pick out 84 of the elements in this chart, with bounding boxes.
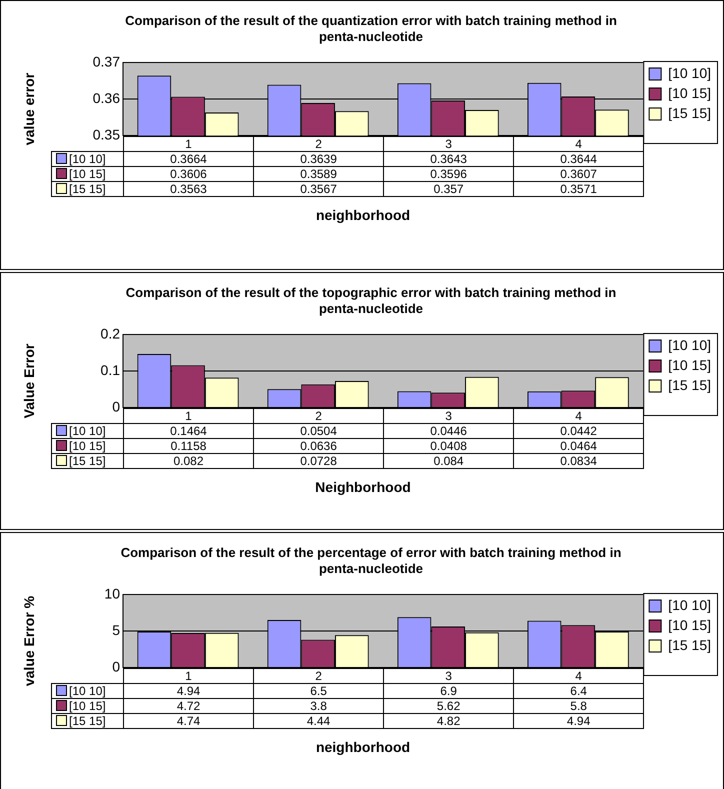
data-label: 0.0728 <box>254 453 384 468</box>
data-label: 0.3606 <box>124 166 254 182</box>
data-label: 0.3563 <box>124 181 254 196</box>
y-tick-label: 0.36 <box>92 90 120 106</box>
data-label: 0.0464 <box>514 438 644 454</box>
x-axis-title: neighborhood <box>314 206 412 223</box>
chart-title: Comparison of the result of the percentage of error with batch training method in penta-nucleotide <box>120 545 622 577</box>
data-label: 0.0834 <box>514 453 644 468</box>
y-tick-label: 0.37 <box>92 53 120 70</box>
chart-title: Comparison of the result of the quantization error with batch training method in penta-nucleotide <box>124 13 618 45</box>
legend-label: [10 10] <box>69 152 106 166</box>
data-label: 0.3639 <box>254 151 384 166</box>
data-label: 0.0408 <box>384 438 514 454</box>
y-tick-label: 0.35 <box>92 126 120 142</box>
x-tick-label: 3 <box>384 408 514 424</box>
y-tick-label: 5 <box>112 622 120 638</box>
data-label: 6.4 <box>514 683 644 698</box>
text: [15 15] <box>69 714 106 728</box>
text: [10 15] <box>668 356 712 373</box>
data-label: 4.72 <box>124 698 254 714</box>
data-label: 0.357 <box>384 181 514 196</box>
data-label: 0.3596 <box>384 166 514 182</box>
legend-label: [10 15] <box>69 698 106 713</box>
data-label: 5.62 <box>384 698 514 714</box>
data-label: 0.3607 <box>514 166 644 182</box>
y-tick-label: 0.2 <box>100 325 120 342</box>
text: [10 10] <box>668 336 712 353</box>
data-label: 0.3571 <box>514 181 644 196</box>
y-axis-title: value error <box>21 72 37 148</box>
x-tick-label: 2 <box>254 408 384 424</box>
data-label: 4.94 <box>514 713 644 728</box>
legend-label: [15 15] <box>668 376 712 393</box>
data-label: 4.74 <box>124 713 254 728</box>
data-label: 0.3643 <box>384 151 514 166</box>
data-label: 6.9 <box>384 683 514 698</box>
data-label: 4.94 <box>124 683 254 698</box>
data-label: 0.3589 <box>254 166 384 182</box>
legend-label: [10 15] <box>69 166 106 181</box>
x-axis-title: Neighborhood <box>314 478 412 495</box>
x-tick-label: 3 <box>384 668 514 684</box>
x-tick-label: 2 <box>254 136 384 152</box>
x-tick-label: 4 <box>514 408 644 424</box>
x-tick-label: 1 <box>124 668 254 684</box>
legend-label: [10 15] <box>69 438 106 453</box>
data-label: 0.3567 <box>254 181 384 196</box>
data-label: 0.082 <box>124 453 254 468</box>
data-label: 0.1158 <box>124 438 254 454</box>
chart-title: Comparison of the result of the topographic error with batch training method in penta-nucleotide <box>124 285 618 317</box>
data-label: 5.8 <box>514 698 644 714</box>
data-label: 0.0504 <box>254 423 384 438</box>
x-tick-label: 1 <box>124 408 254 424</box>
text: [10 10] <box>668 596 712 613</box>
data-label: 0.1464 <box>124 423 254 438</box>
text: [15 15] <box>69 182 106 196</box>
x-tick-label: 4 <box>514 668 644 684</box>
data-label: 0.3664 <box>124 151 254 166</box>
data-label: 0.0442 <box>514 423 644 438</box>
x-tick-label: 1 <box>124 136 254 152</box>
legend-label: [15 15] <box>668 636 712 653</box>
legend-label: [10 10] <box>69 684 106 698</box>
y-axis-title: value Error % <box>21 594 37 688</box>
data-label: 6.5 <box>254 683 384 698</box>
y-tick-label: 0 <box>112 398 120 414</box>
data-label: 4.82 <box>384 713 514 728</box>
text: [15 15] <box>69 454 106 468</box>
y-axis-title: Value Error <box>21 342 37 420</box>
x-tick-label: 2 <box>254 668 384 684</box>
y-tick-label: 0 <box>112 658 120 674</box>
legend-label: [15 15] <box>668 104 712 121</box>
data-label: 0.084 <box>384 453 514 468</box>
data-label: 0.0636 <box>254 438 384 454</box>
text: [10 15] <box>668 616 712 633</box>
y-tick-label: 10 <box>104 585 120 602</box>
legend-label: [10 10] <box>69 424 106 438</box>
y-tick-label: 0.1 <box>100 362 120 378</box>
x-tick-label: 3 <box>384 136 514 152</box>
data-label: 4.44 <box>254 713 384 728</box>
x-axis-title: neighborhood <box>314 738 412 755</box>
data-label: 0.3644 <box>514 151 644 166</box>
text: [10 10] <box>668 64 712 81</box>
text: [10 15] <box>668 84 712 101</box>
x-tick-label: 4 <box>514 136 644 152</box>
data-label: 0.0446 <box>384 423 514 438</box>
data-label: 3.8 <box>254 698 384 714</box>
